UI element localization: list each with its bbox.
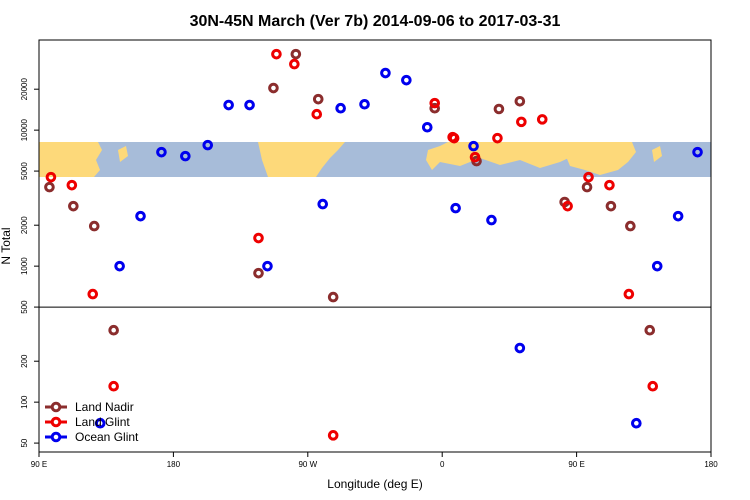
point [327, 430, 339, 441]
point [68, 200, 79, 212]
legend-label: Land Glint [75, 415, 130, 429]
point [493, 103, 505, 115]
y-tick-label: 100 [20, 395, 29, 409]
point [536, 114, 548, 125]
point [108, 380, 119, 392]
point [87, 288, 99, 300]
point [625, 220, 636, 232]
point [492, 132, 503, 144]
point [401, 74, 412, 86]
y-tick-label: 5000 [20, 162, 29, 180]
world-map [39, 142, 711, 177]
point [88, 220, 100, 232]
point [135, 210, 146, 222]
y-axis-label: N Total [0, 227, 13, 264]
point [180, 150, 191, 162]
x-tick-label: 90 E [568, 460, 584, 469]
point [312, 93, 324, 105]
x-tick-label: 90 E [31, 460, 47, 469]
point [516, 116, 527, 128]
point [583, 171, 594, 183]
point [44, 181, 55, 193]
legend-marker [50, 431, 62, 443]
y-tick-label: 50 [20, 438, 29, 447]
point [223, 99, 234, 111]
point [262, 260, 273, 272]
map-land [426, 142, 580, 170]
point [631, 417, 642, 429]
chart-title: 30N-45N March (Ver 7b) 2014-09-06 to 201… [190, 13, 561, 30]
y-tick-label: 1000 [20, 257, 29, 275]
point [486, 214, 497, 226]
point [604, 179, 615, 191]
legend-marker [50, 416, 62, 428]
map-land [39, 142, 102, 177]
point [429, 97, 441, 109]
point [317, 198, 329, 210]
point [469, 151, 481, 163]
point [605, 200, 617, 212]
point [644, 324, 656, 336]
y-tick-label: 20000 [20, 78, 29, 101]
legend-marker [50, 401, 62, 413]
y-tick-label: 2000 [20, 216, 29, 234]
point [468, 140, 479, 152]
x-tick-label: 90 W [298, 460, 317, 469]
x-tick-label: 0 [440, 460, 445, 469]
map-land [560, 142, 636, 175]
x-tick-label: 180 [167, 460, 181, 469]
point [335, 102, 346, 114]
point [253, 232, 264, 244]
point [271, 48, 282, 60]
point [421, 121, 433, 133]
point [94, 417, 106, 429]
point [651, 260, 663, 272]
point [514, 95, 526, 107]
point [114, 260, 125, 272]
map-land [258, 142, 345, 177]
point [327, 291, 339, 303]
point [380, 67, 391, 79]
point [647, 380, 659, 392]
point [45, 171, 57, 183]
y-tick-label: 10000 [20, 118, 29, 141]
point [562, 200, 573, 212]
plot-frame [38, 39, 712, 453]
point [623, 288, 635, 300]
point [290, 48, 302, 60]
point [448, 132, 460, 144]
point [429, 102, 441, 114]
point [202, 139, 214, 151]
point [692, 146, 703, 158]
y-tick-label: 200 [20, 354, 29, 368]
legend-label: Ocean Glint [75, 430, 139, 444]
point [289, 58, 300, 70]
point [253, 267, 264, 279]
map-land [118, 146, 128, 162]
point [359, 98, 370, 110]
point [672, 210, 684, 222]
legend-label: Land Nadir [75, 400, 134, 414]
point [311, 108, 323, 120]
y-tick-label: 500 [20, 300, 29, 314]
x-tick-label: 180 [704, 460, 718, 469]
point [268, 82, 279, 94]
point [108, 324, 119, 336]
point [66, 179, 78, 191]
map-land [652, 146, 662, 162]
point [581, 181, 593, 193]
point [244, 99, 255, 111]
point [156, 146, 167, 158]
point [450, 202, 461, 214]
x-axis-label: Longitude (deg E) [327, 477, 422, 491]
point [514, 342, 526, 354]
